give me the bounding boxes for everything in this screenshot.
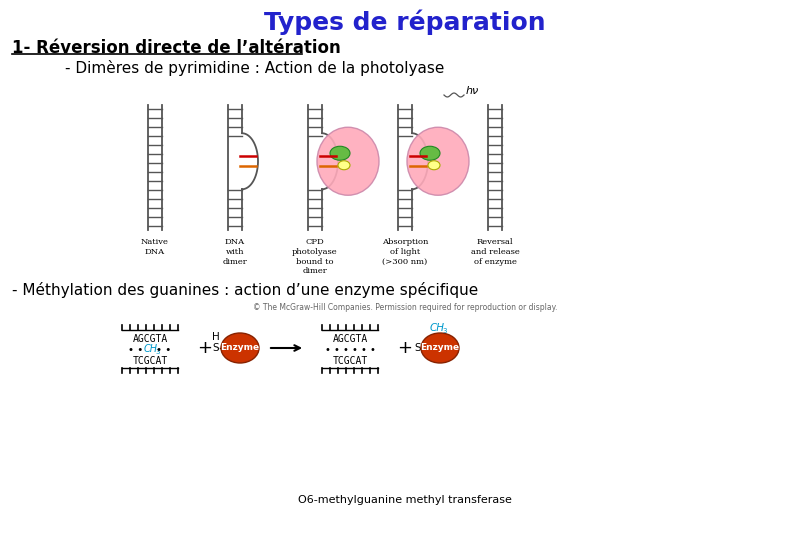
Ellipse shape (338, 161, 350, 170)
Text: Absorption
of light
(>300 nm): Absorption of light (>300 nm) (382, 238, 428, 266)
Text: 3: 3 (156, 349, 160, 355)
Text: • •: • • (128, 345, 143, 355)
Text: 3: 3 (443, 328, 447, 334)
Text: • • • • • •: • • • • • • (325, 345, 376, 355)
Text: - Dimères de pyrimidine : Action de la photolyase: - Dimères de pyrimidine : Action de la p… (65, 60, 445, 76)
Text: Enzyme: Enzyme (420, 343, 459, 353)
Text: • •: • • (156, 345, 172, 355)
Ellipse shape (420, 146, 440, 160)
Text: CH: CH (144, 344, 158, 354)
Text: © The McGraw-Hill Companies. Permission required for reproduction or display.: © The McGraw-Hill Companies. Permission … (253, 303, 557, 313)
Text: S: S (213, 343, 220, 353)
Text: TCGCAT: TCGCAT (132, 356, 168, 366)
Ellipse shape (330, 146, 350, 160)
Ellipse shape (407, 127, 469, 195)
Text: Reversal
and release
of enzyme: Reversal and release of enzyme (471, 238, 519, 266)
Text: CH: CH (429, 323, 445, 333)
Text: 1- Réversion directe de l’altération: 1- Réversion directe de l’altération (12, 39, 341, 57)
Text: S: S (415, 343, 421, 353)
Text: - Méthylation des guanines : action d’une enzyme spécifique: - Méthylation des guanines : action d’un… (12, 282, 478, 298)
Text: AGCGTA: AGCGTA (132, 334, 168, 344)
Text: hν: hν (466, 86, 480, 96)
Ellipse shape (221, 333, 259, 363)
Text: Types de réparation: Types de réparation (264, 9, 546, 35)
Ellipse shape (317, 127, 379, 195)
Text: H: H (212, 332, 220, 342)
Text: AGCGTA: AGCGTA (332, 334, 368, 344)
Ellipse shape (428, 161, 440, 170)
Text: DNA
with
dimer: DNA with dimer (223, 238, 247, 266)
Text: CPD
photolyase
bound to
dimer: CPD photolyase bound to dimer (292, 238, 338, 275)
Text: Enzyme: Enzyme (220, 343, 259, 353)
Text: +: + (198, 339, 212, 357)
Text: O6-methylguanine methyl transferase: O6-methylguanine methyl transferase (298, 495, 512, 505)
Ellipse shape (421, 333, 459, 363)
Text: +: + (398, 339, 412, 357)
Text: TCGCAT: TCGCAT (332, 356, 368, 366)
Text: Native
DNA: Native DNA (141, 238, 169, 256)
